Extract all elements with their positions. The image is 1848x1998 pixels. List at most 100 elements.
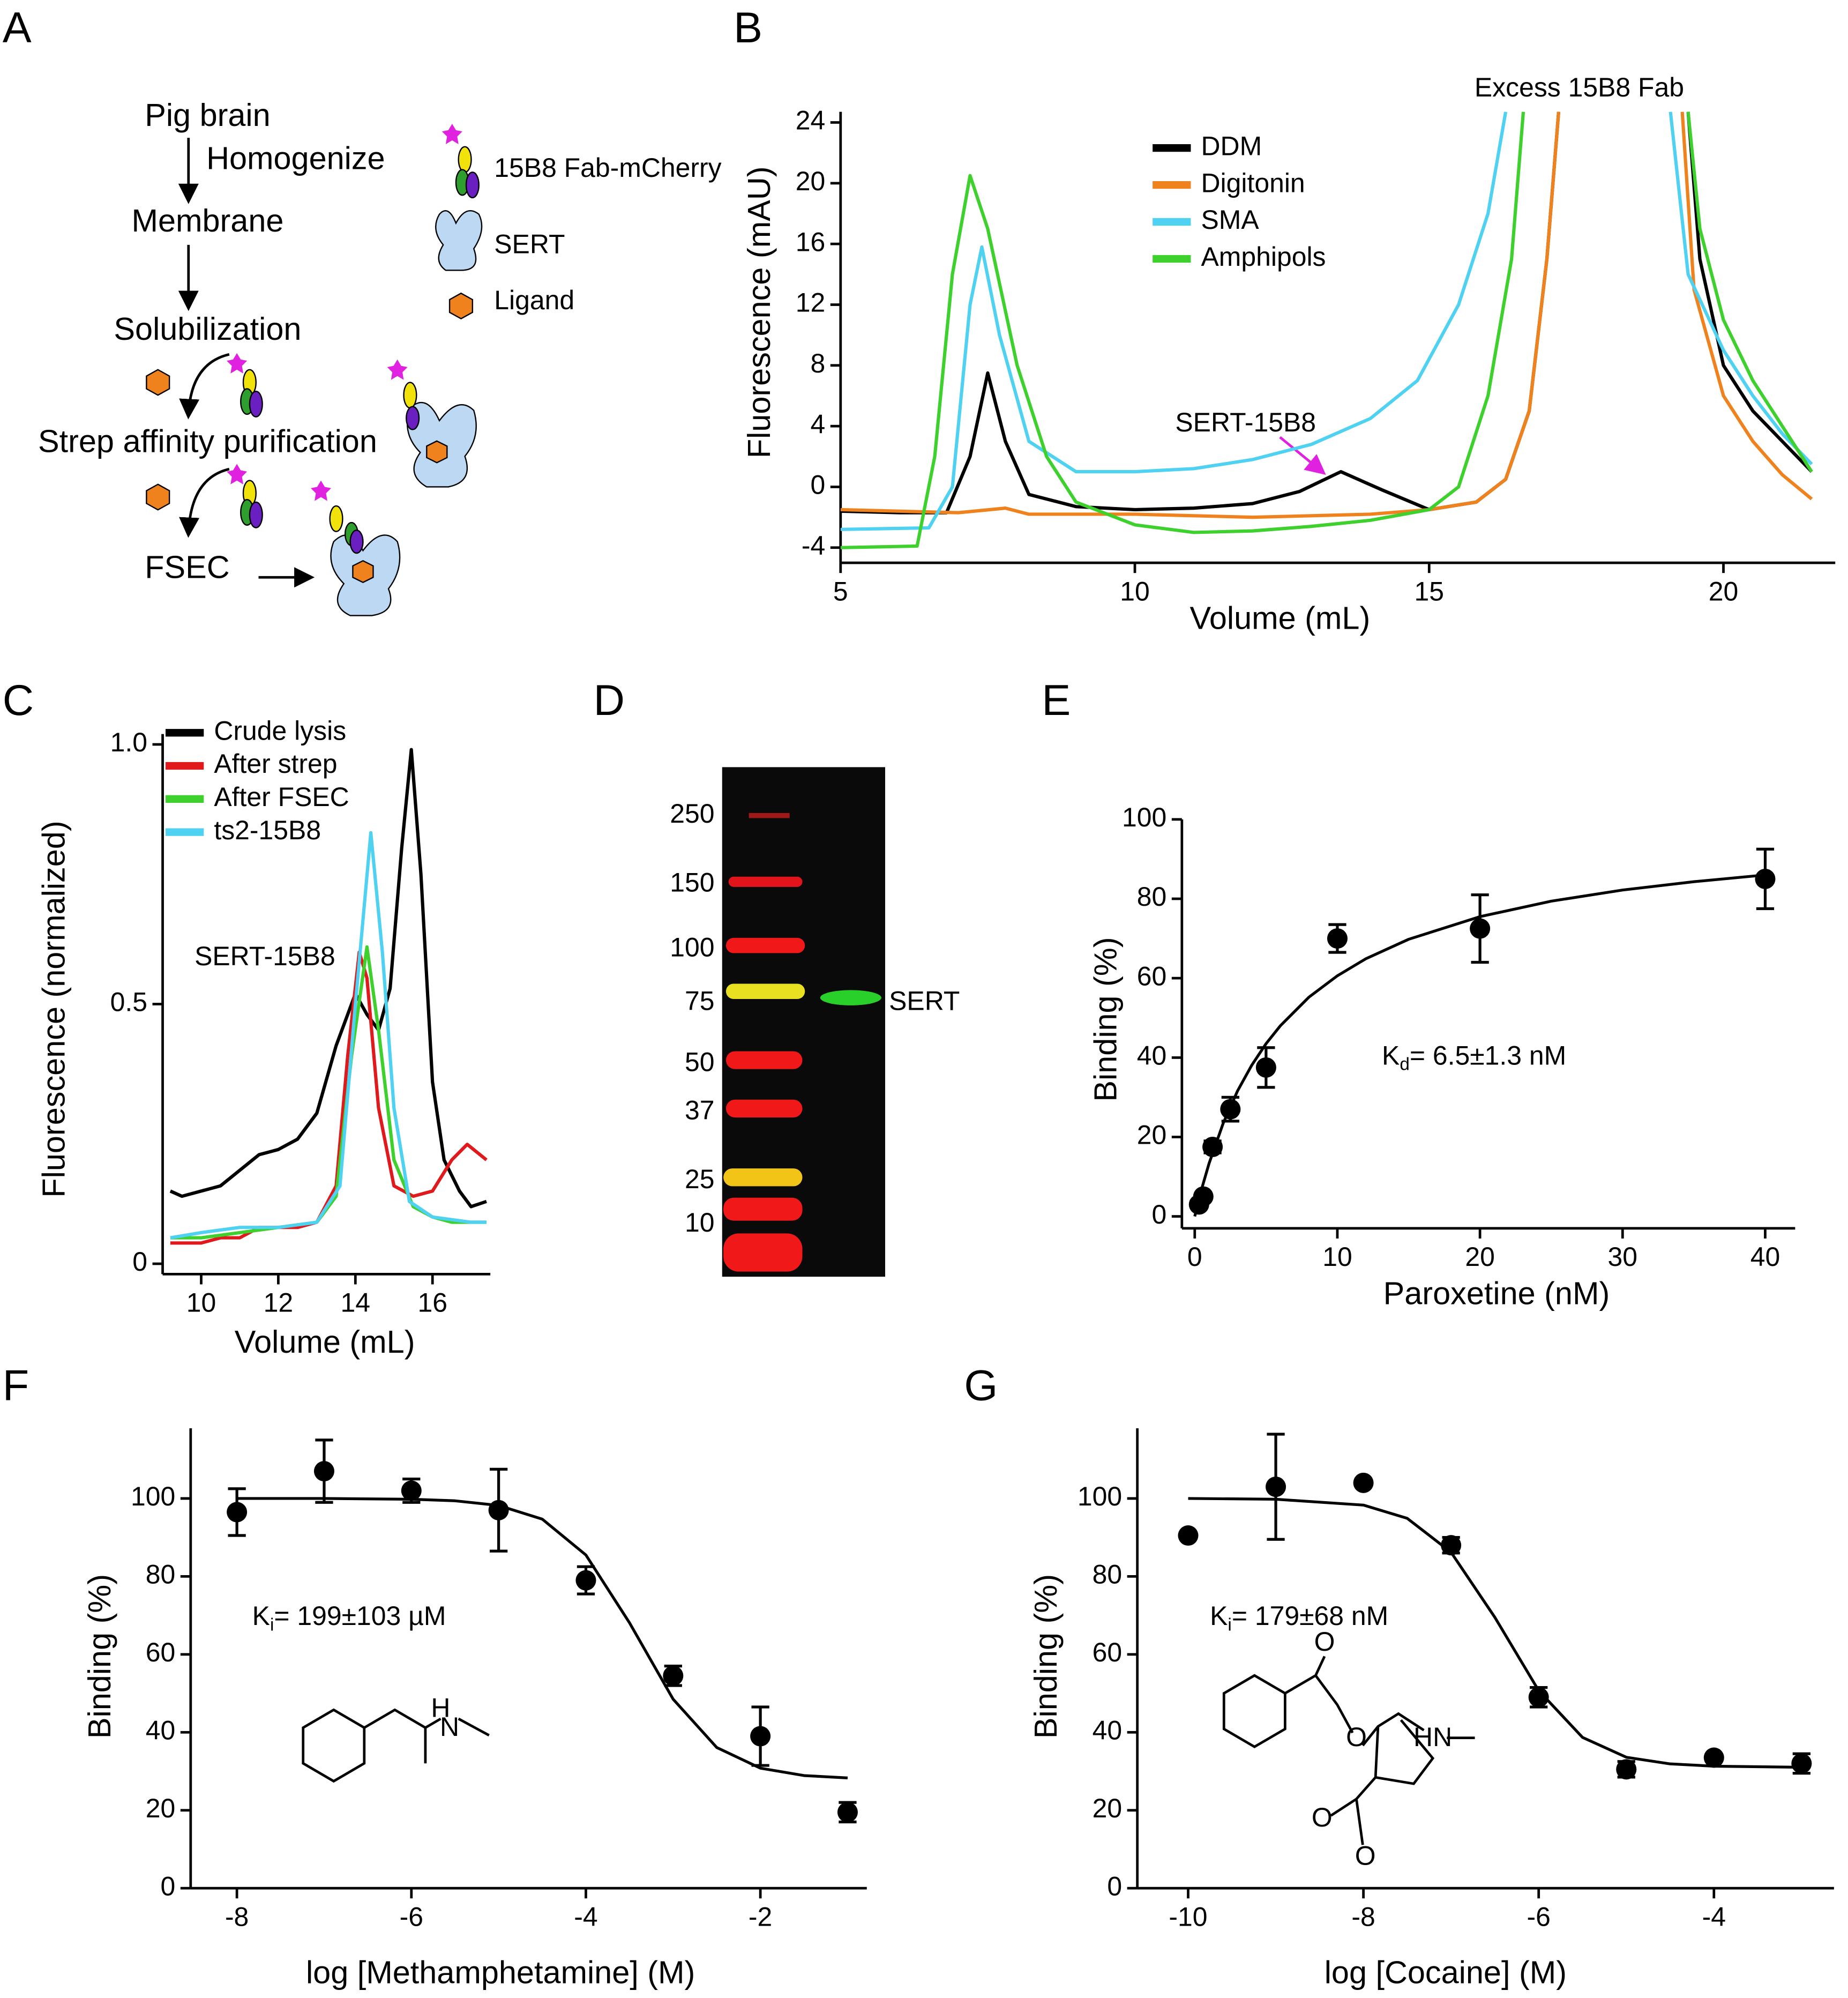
x-tick-label: -2 xyxy=(749,1902,772,1932)
line xyxy=(840,111,1813,519)
y-tick-label: 100 xyxy=(131,1481,175,1511)
y-tick-label: 0 xyxy=(811,470,826,500)
point xyxy=(663,1665,684,1686)
x-axis-label: Volume (mL) xyxy=(235,1324,415,1360)
point xyxy=(1528,1687,1549,1708)
point xyxy=(1616,1759,1637,1780)
y-axis-label: Binding (%) xyxy=(1088,937,1124,1101)
line xyxy=(169,748,487,1209)
y-tick-label: 60 xyxy=(1137,961,1167,991)
fit-curve xyxy=(1188,1497,1802,1769)
legend-label: ts2-15B8 xyxy=(214,815,321,845)
point xyxy=(227,1502,248,1523)
chart: E 0 10 20 30 40 0 20 40 60 80 100 Paroxetine (nM) Bin… xyxy=(1042,676,1795,1311)
band-label: SERT xyxy=(889,986,960,1016)
x-tick-label: 0 xyxy=(1187,1242,1202,1272)
point xyxy=(1202,1136,1223,1158)
marker-label: 37 xyxy=(685,1095,715,1125)
y-tick-label: 0 xyxy=(132,1247,147,1277)
x-tick-label: 12 xyxy=(264,1288,294,1318)
step: Solubilization xyxy=(114,311,301,347)
annotation-part: = 179±68 nM xyxy=(1232,1601,1388,1631)
gel: D 250 150 100 75 50 37 25 10 SERT xyxy=(594,676,960,1277)
y-axis-label: Binding (%) xyxy=(81,1574,117,1739)
panel-label: C xyxy=(3,676,34,725)
y-tick-label: 40 xyxy=(1093,1715,1123,1745)
y-tick-label: 24 xyxy=(796,106,826,136)
chart: G -10 -8 -6 -4 0 20 40 60 80 100 log [Cocaine] (M) B… xyxy=(964,1362,1834,1990)
annotation: Excess 15B8 Fab xyxy=(1475,72,1684,102)
structure-label: O xyxy=(1355,1840,1376,1870)
marker-label: 250 xyxy=(670,799,714,829)
y-tick-label: -4 xyxy=(802,531,825,561)
annotation-part: = 6.5±1.3 nM xyxy=(1410,1041,1566,1071)
point xyxy=(1791,1753,1812,1774)
y-tick-label: 80 xyxy=(1093,1560,1123,1590)
structure-label: O xyxy=(1312,1802,1333,1832)
panel-label: B xyxy=(734,4,762,52)
y-tick-label: 0 xyxy=(161,1871,176,1901)
point xyxy=(1353,1472,1374,1493)
x-tick-label: -8 xyxy=(225,1902,249,1932)
annotation: Kd= 6.5±1.3 nM xyxy=(1382,1041,1566,1075)
point xyxy=(1470,918,1491,939)
annotation-part: i xyxy=(270,1615,274,1635)
annotation: SERT-15B8 xyxy=(194,941,335,971)
y-tick-label: 4 xyxy=(811,409,826,439)
y-tick-label: 80 xyxy=(1137,882,1167,912)
annotation: Ki= 179±68 nM xyxy=(1210,1601,1388,1635)
y-tick-label: 0 xyxy=(1152,1199,1167,1229)
x-tick-label: -6 xyxy=(400,1902,423,1932)
annotation: Ki= 199±103 µM xyxy=(252,1601,446,1635)
y-tick-label: 20 xyxy=(146,1793,176,1823)
annotation-arrow xyxy=(1279,436,1326,475)
y-axis-label: Fluorescence (normalized) xyxy=(35,821,71,1197)
legend-label: Crude lysis xyxy=(214,715,346,745)
legend-label: After FSEC xyxy=(214,782,349,812)
y-tick-label: 80 xyxy=(146,1560,176,1590)
x-tick-label: -4 xyxy=(1702,1902,1726,1932)
y-tick-label: 1.0 xyxy=(110,727,147,757)
point xyxy=(1266,1477,1286,1497)
structure xyxy=(1222,1656,1475,1845)
structure-label: H xyxy=(431,1693,450,1723)
annotation-part: i xyxy=(1228,1615,1231,1635)
annotation-part: K xyxy=(252,1601,270,1631)
step: FSEC xyxy=(145,549,229,585)
diagram: A Pig brain Membrane Solubilization Stre… xyxy=(3,4,722,616)
x-tick-label: 10 xyxy=(1322,1242,1352,1272)
x-tick-label: -10 xyxy=(1169,1902,1207,1932)
structure-label: HN xyxy=(1413,1722,1452,1752)
arrows xyxy=(178,138,315,588)
step: Membrane xyxy=(131,203,283,238)
x-tick-label: 40 xyxy=(1750,1242,1780,1272)
x-tick-label: 15 xyxy=(1415,576,1445,606)
marker-label: 50 xyxy=(685,1047,715,1077)
marker-label: 75 xyxy=(685,986,715,1016)
bands xyxy=(723,812,881,1272)
y-tick-label: 8 xyxy=(811,348,826,378)
point xyxy=(575,1570,596,1591)
y-tick-label: 20 xyxy=(1093,1793,1123,1823)
x-tick-label: 30 xyxy=(1608,1242,1638,1272)
legend-label: SMA xyxy=(1201,205,1259,235)
annotation: SERT-15B8 xyxy=(1175,407,1316,437)
marker-label: 25 xyxy=(685,1164,715,1194)
point xyxy=(1193,1186,1214,1207)
x-axis-label: Volume (mL) xyxy=(1189,600,1370,636)
y-tick-label: 20 xyxy=(796,166,826,196)
x-tick-label: 10 xyxy=(186,1288,216,1318)
legend-label: After strep xyxy=(214,749,337,779)
legend-label: 15B8 Fab-mCherry xyxy=(494,153,721,183)
icons xyxy=(146,124,483,616)
point xyxy=(313,1461,334,1482)
structure-label: O xyxy=(1346,1722,1367,1752)
point xyxy=(837,1802,858,1823)
legend-label: Digitonin xyxy=(1201,168,1305,198)
line xyxy=(170,831,487,1240)
x-tick-label: -6 xyxy=(1527,1902,1551,1932)
point xyxy=(1220,1099,1241,1120)
y-tick-label: 0 xyxy=(1107,1871,1122,1901)
y-tick-label: 100 xyxy=(1078,1481,1122,1511)
